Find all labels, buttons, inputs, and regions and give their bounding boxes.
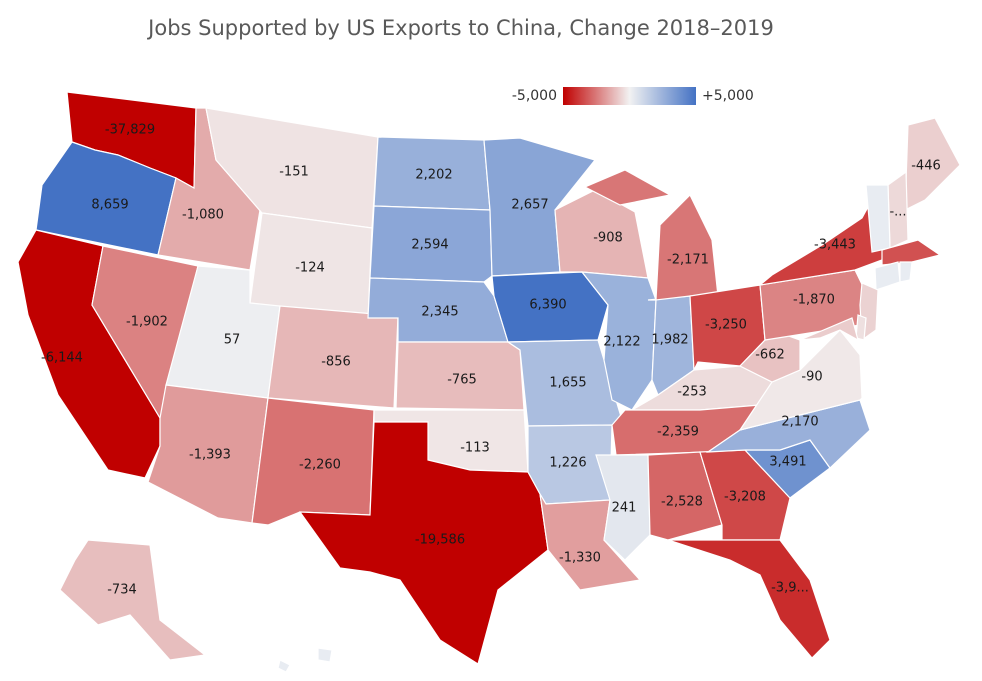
state-label-id: -1,080 [182,208,224,223]
state-label-mn: 2,657 [511,198,548,213]
state-sd[interactable] [369,205,493,283]
states-layer [17,91,961,673]
map-title: Jobs Supported by US Exports to China, C… [148,16,774,40]
state-ak[interactable] [59,539,207,661]
state-label-nm: -2,260 [299,458,341,473]
state-label-sd: 2,594 [411,238,448,253]
state-label-ok: -113 [460,441,490,456]
state-ri[interactable] [899,261,913,283]
legend-max-label: +5,000 [702,88,754,104]
state-ks[interactable] [395,341,525,411]
legend-gradient-bar [563,87,696,105]
state-label-ms: 241 [612,501,637,516]
state-label-tx: -19,586 [415,533,465,548]
state-label-mt: -151 [279,165,309,180]
state-label-me: -446 [911,159,941,174]
state-label-va: -90 [801,370,822,385]
state-label-pa: -1,870 [793,293,835,308]
state-label-ky: -253 [677,385,707,400]
state-label-nh: -... [889,205,906,220]
state-label-mi: -2,171 [667,253,709,268]
state-de[interactable] [855,314,867,341]
state-label-oh: -3,250 [705,318,747,333]
state-label-il: 2,122 [603,335,640,350]
state-label-ne: 2,345 [421,305,458,320]
state-label-wi: -908 [593,231,623,246]
state-label-ia: 6,390 [529,298,566,313]
state-label-mo: 1,655 [549,376,586,391]
state-label-la: -1,330 [559,551,601,566]
state-label-nd: 2,202 [415,168,452,183]
state-ct[interactable] [874,261,901,291]
state-label-ny: -3,443 [814,238,856,253]
state-label-az: -1,393 [189,448,231,463]
state-ma[interactable] [881,239,942,266]
legend-min-label: -5,000 [512,88,557,104]
state-label-co: -856 [321,355,351,370]
state-tx[interactable] [298,421,549,665]
state-la[interactable] [539,493,642,591]
state-label-wa: -37,829 [105,123,155,138]
state-md[interactable] [799,317,859,342]
legend: -5,000 +5,000 [512,87,754,105]
state-label-wy: -124 [295,261,325,276]
state-label-ak: -734 [107,583,137,598]
state-label-or: 8,659 [91,198,128,213]
state-hi[interactable] [277,647,333,673]
state-al[interactable] [647,451,723,541]
labels-layer: -37,829 8,659 -6,144 -1,080 -1,902 -151 -124 57… [41,123,941,598]
state-label-in: 1,982 [651,333,688,348]
state-label-sc: 3,491 [769,455,806,470]
state-label-wv: -662 [755,348,785,363]
state-label-nv: -1,902 [126,315,168,330]
state-label-ks: -765 [447,373,477,388]
state-label-tn: -2,359 [657,425,699,440]
state-co[interactable] [267,305,399,409]
state-label-fl: -3,9... [771,581,809,596]
state-fl[interactable] [667,539,831,659]
state-label-ga: -3,208 [724,490,766,505]
state-label-ut: 57 [224,333,241,348]
state-label-nc: 2,170 [781,415,818,430]
state-label-ar: 1,226 [549,456,586,471]
state-label-al: -2,528 [661,495,703,510]
state-label-ca: -6,144 [41,351,83,366]
